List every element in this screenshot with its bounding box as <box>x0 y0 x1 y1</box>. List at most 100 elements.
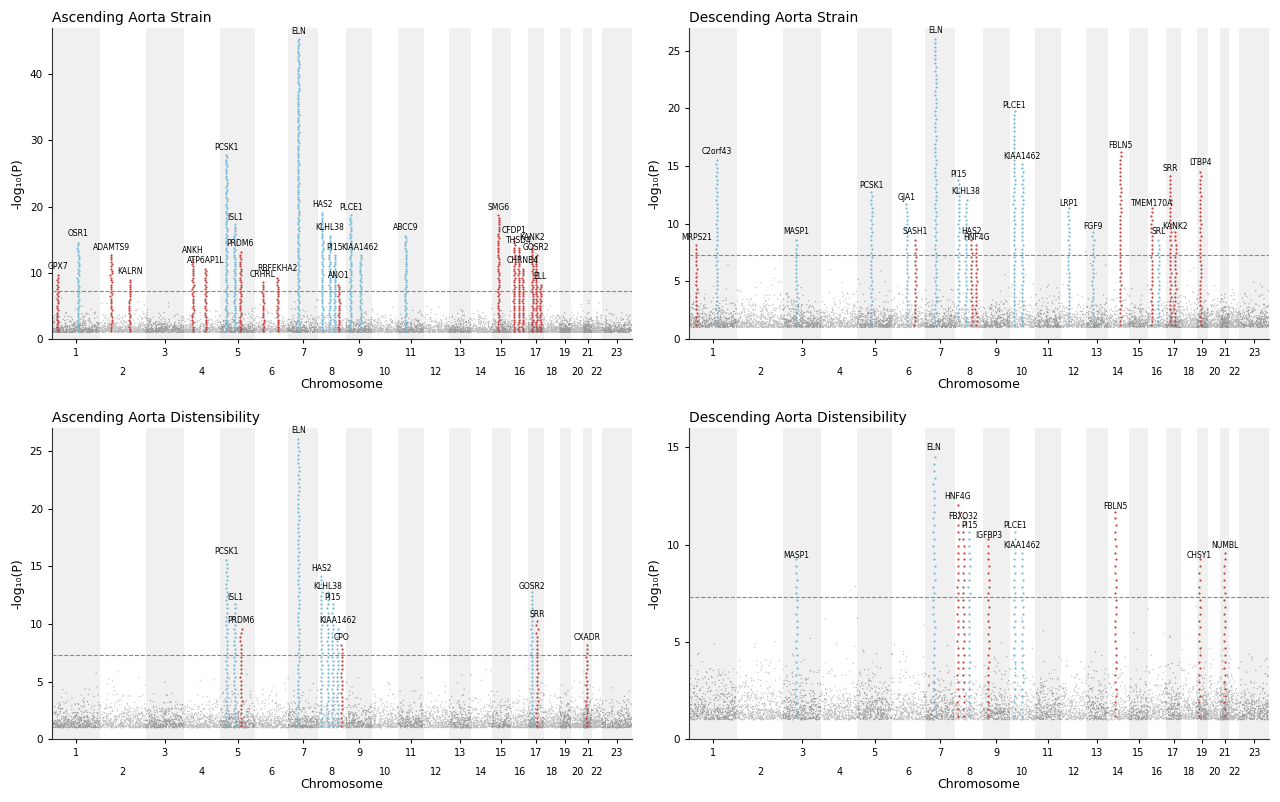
Point <box>283 719 303 731</box>
Point <box>349 318 370 330</box>
Point <box>329 325 349 338</box>
Point <box>698 686 718 699</box>
Point <box>266 703 287 716</box>
Point <box>1216 707 1236 720</box>
Point <box>736 318 756 331</box>
Point <box>616 719 636 732</box>
Point <box>183 326 204 338</box>
Point <box>937 318 957 331</box>
Point <box>307 716 328 729</box>
Point <box>466 324 486 337</box>
Point <box>844 321 864 334</box>
Point <box>1249 299 1270 312</box>
Point <box>1059 297 1079 310</box>
Point <box>278 322 298 335</box>
Point <box>484 715 504 727</box>
Point <box>360 712 380 725</box>
Point <box>511 321 531 334</box>
Point <box>188 720 209 733</box>
Point <box>899 299 919 312</box>
Point <box>78 698 99 711</box>
Point <box>463 318 484 330</box>
Point <box>216 715 237 727</box>
Point <box>956 194 977 207</box>
Point <box>337 318 357 330</box>
Point <box>803 707 823 720</box>
Point <box>613 720 634 733</box>
Point <box>143 310 164 323</box>
Point <box>396 271 416 284</box>
Point <box>1065 703 1085 715</box>
Point <box>1094 679 1115 692</box>
Point <box>81 326 101 338</box>
Point <box>216 606 237 619</box>
Point <box>1174 313 1194 326</box>
Point <box>488 716 508 729</box>
Point <box>364 719 384 731</box>
Point <box>260 322 280 335</box>
Point <box>508 276 529 289</box>
Point <box>228 688 248 701</box>
Point <box>1139 297 1160 310</box>
Point <box>1217 699 1238 711</box>
Point <box>1139 702 1160 715</box>
Point <box>269 704 289 717</box>
Point <box>562 717 582 730</box>
Point <box>278 721 298 734</box>
Point <box>55 321 76 334</box>
Point <box>1222 707 1243 719</box>
Point <box>61 326 82 339</box>
Point <box>215 718 236 731</box>
Point <box>298 697 319 710</box>
Point <box>820 309 841 322</box>
Point <box>1194 319 1215 332</box>
Point <box>1257 711 1277 723</box>
Point <box>134 325 155 338</box>
Point <box>206 323 227 336</box>
Point <box>1139 319 1160 332</box>
Point <box>244 322 265 334</box>
Point <box>221 316 242 329</box>
Point <box>590 720 611 733</box>
Point <box>1096 703 1116 715</box>
Point <box>705 710 726 723</box>
Point <box>614 323 635 336</box>
Point <box>483 711 503 723</box>
Point <box>855 708 876 721</box>
Point <box>595 325 616 338</box>
Point <box>381 324 402 337</box>
Point <box>786 315 806 328</box>
Point <box>1023 277 1043 290</box>
Point <box>621 323 641 336</box>
Point <box>232 718 252 731</box>
Point <box>598 721 618 734</box>
Point <box>332 721 352 734</box>
Point <box>710 313 731 326</box>
Point <box>447 716 467 729</box>
Point <box>285 325 306 338</box>
Point <box>1032 314 1052 326</box>
Point <box>781 321 801 334</box>
Point <box>353 703 374 716</box>
Point <box>776 316 796 329</box>
Point <box>227 324 247 337</box>
Point <box>486 320 507 333</box>
Point <box>1059 258 1079 271</box>
Point <box>832 276 852 289</box>
Point <box>1217 317 1238 330</box>
Point <box>817 707 837 720</box>
Point <box>1083 696 1103 709</box>
Point <box>159 715 179 728</box>
Point <box>1053 690 1074 703</box>
Point <box>44 326 64 338</box>
Point <box>461 719 481 732</box>
Point <box>364 314 384 327</box>
Point <box>768 320 788 333</box>
Point <box>549 714 570 727</box>
Point <box>317 716 338 729</box>
Point <box>948 242 969 255</box>
Point <box>531 319 552 332</box>
Point <box>512 318 532 330</box>
Point <box>424 321 444 334</box>
Point <box>257 713 278 726</box>
